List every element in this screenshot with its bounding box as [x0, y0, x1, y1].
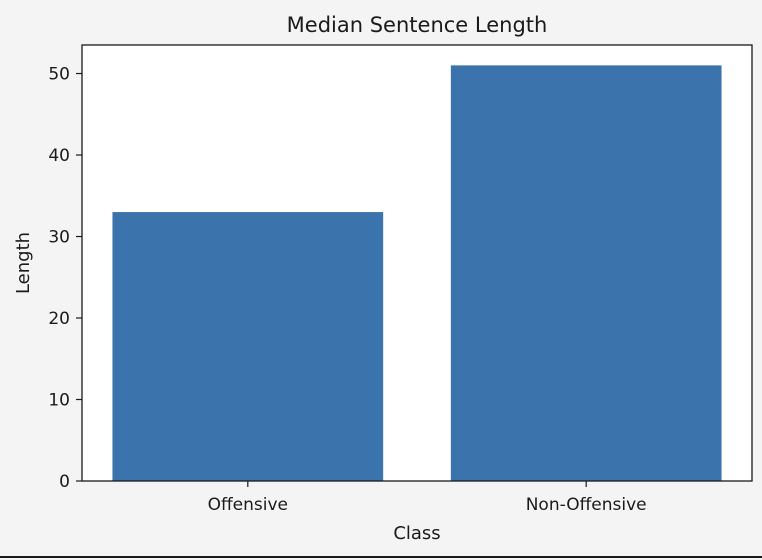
x-tick-label: Offensive	[208, 495, 288, 515]
y-tick-label: 0	[59, 472, 70, 492]
plot-frame	[81, 44, 753, 482]
bar-non-offensive	[450, 65, 722, 481]
y-tick-label: 40	[48, 146, 70, 166]
y-tick-label: 50	[48, 65, 70, 85]
bars-layer	[112, 65, 722, 481]
y-axis: 0 10 20 30 40 50	[48, 65, 82, 492]
x-axis-label: Class	[393, 523, 440, 544]
bar-offensive	[112, 212, 384, 481]
x-tick-label: Non-Offensive	[526, 495, 647, 515]
x-axis: Offensive Non-Offensive	[208, 481, 647, 515]
chart-title: Median Sentence Length	[287, 13, 548, 37]
y-tick-label: 30	[48, 228, 70, 248]
y-axis-label: Length	[13, 232, 34, 294]
y-tick-label: 10	[48, 391, 70, 411]
y-tick-label: 20	[48, 309, 70, 329]
